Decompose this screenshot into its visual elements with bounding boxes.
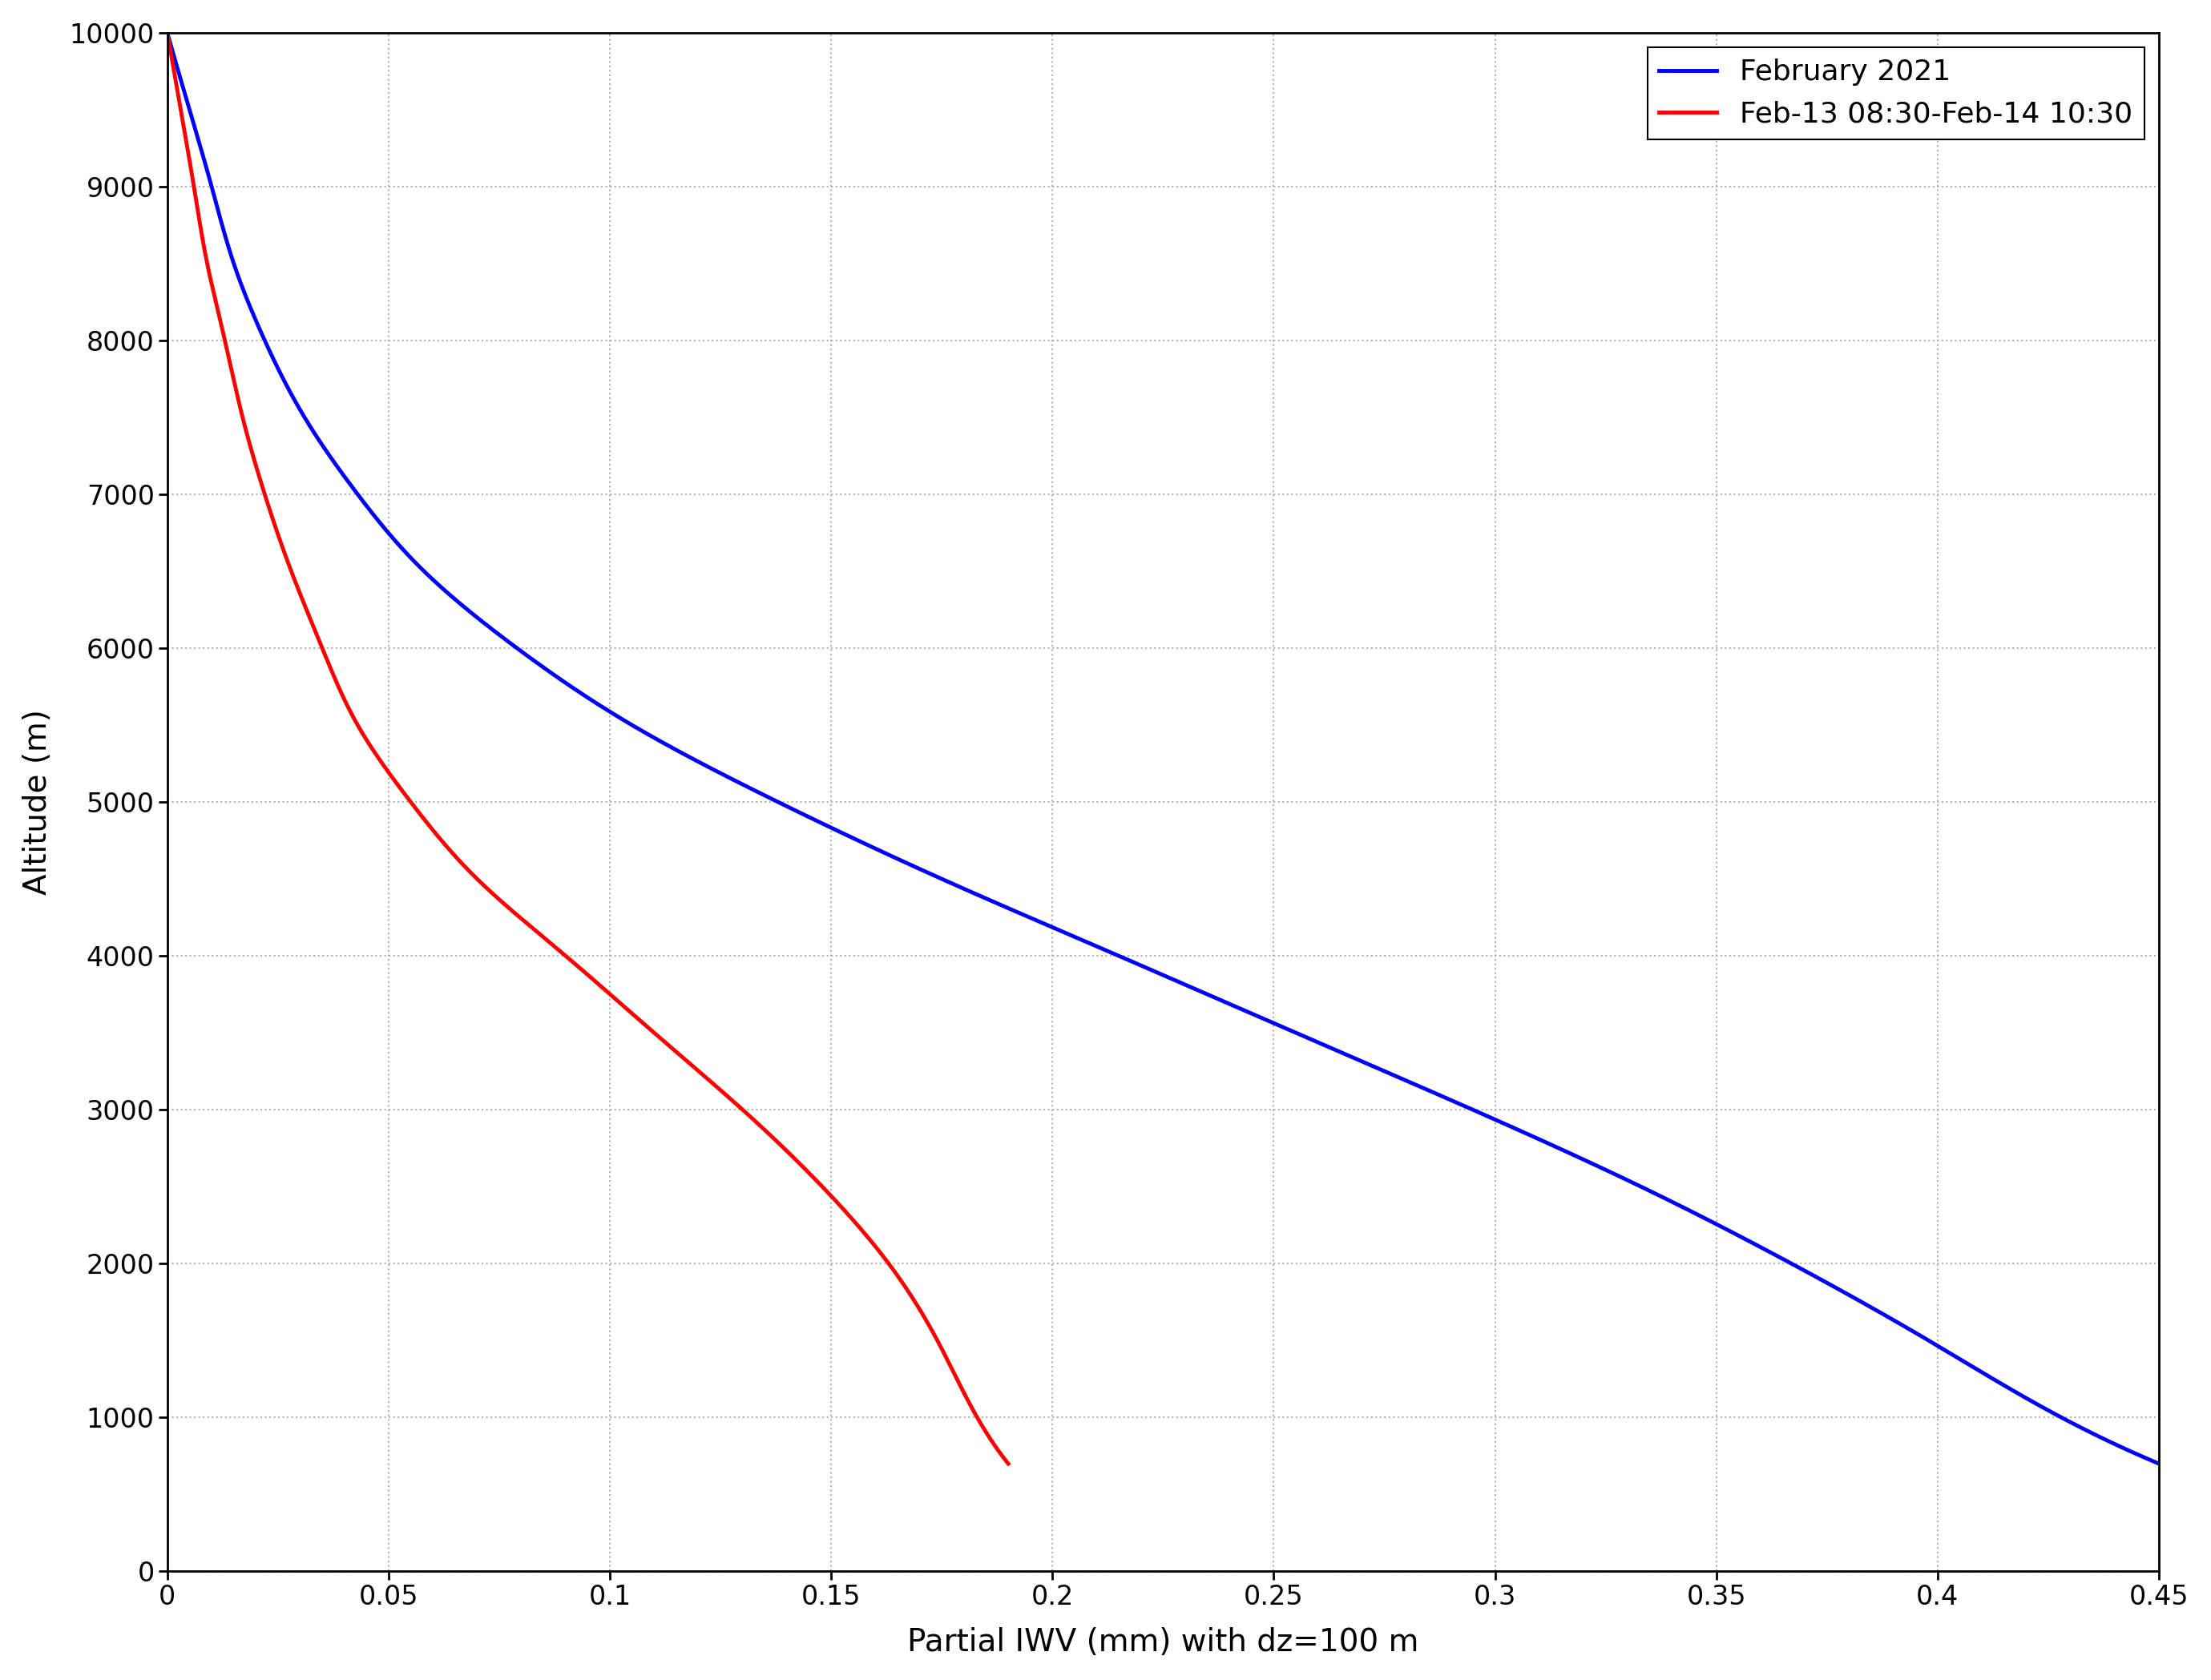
Feb-13 08:30-Feb-14 10:30 (949, 1381, 975, 1401)
Y-axis label: Altitude (m): Altitude (m) (22, 709, 53, 895)
Feb-13 08:30-Feb-14 10:30 (995, 1453, 1021, 1473)
Feb-13 08:30-Feb-14 10:30 (210, 328, 237, 348)
February 2021 (250, 328, 276, 348)
February 2021 (2145, 1453, 2171, 1473)
Line: February 2021: February 2021 (168, 32, 2158, 1463)
Legend: February 2021, Feb-13 08:30-Feb-14 10:30: February 2021, Feb-13 08:30-Feb-14 10:30 (1647, 47, 2145, 139)
Feb-13 08:30-Feb-14 10:30 (155, 22, 181, 42)
Feb-13 08:30-Feb-14 10:30 (371, 758, 398, 778)
X-axis label: Partial IWV (mm) with dz=100 m: Partial IWV (mm) with dz=100 m (907, 1628, 1419, 1658)
February 2021 (2001, 1381, 2027, 1401)
Feb-13 08:30-Feb-14 10:30 (400, 796, 427, 816)
Line: Feb-13 08:30-Feb-14 10:30: Feb-13 08:30-Feb-14 10:30 (168, 32, 1008, 1463)
February 2021 (696, 758, 723, 778)
February 2021 (166, 66, 192, 86)
Feb-13 08:30-Feb-14 10:30 (161, 64, 188, 84)
February 2021 (166, 64, 192, 84)
February 2021 (155, 22, 181, 42)
February 2021 (772, 796, 798, 816)
Feb-13 08:30-Feb-14 10:30 (161, 66, 188, 86)
